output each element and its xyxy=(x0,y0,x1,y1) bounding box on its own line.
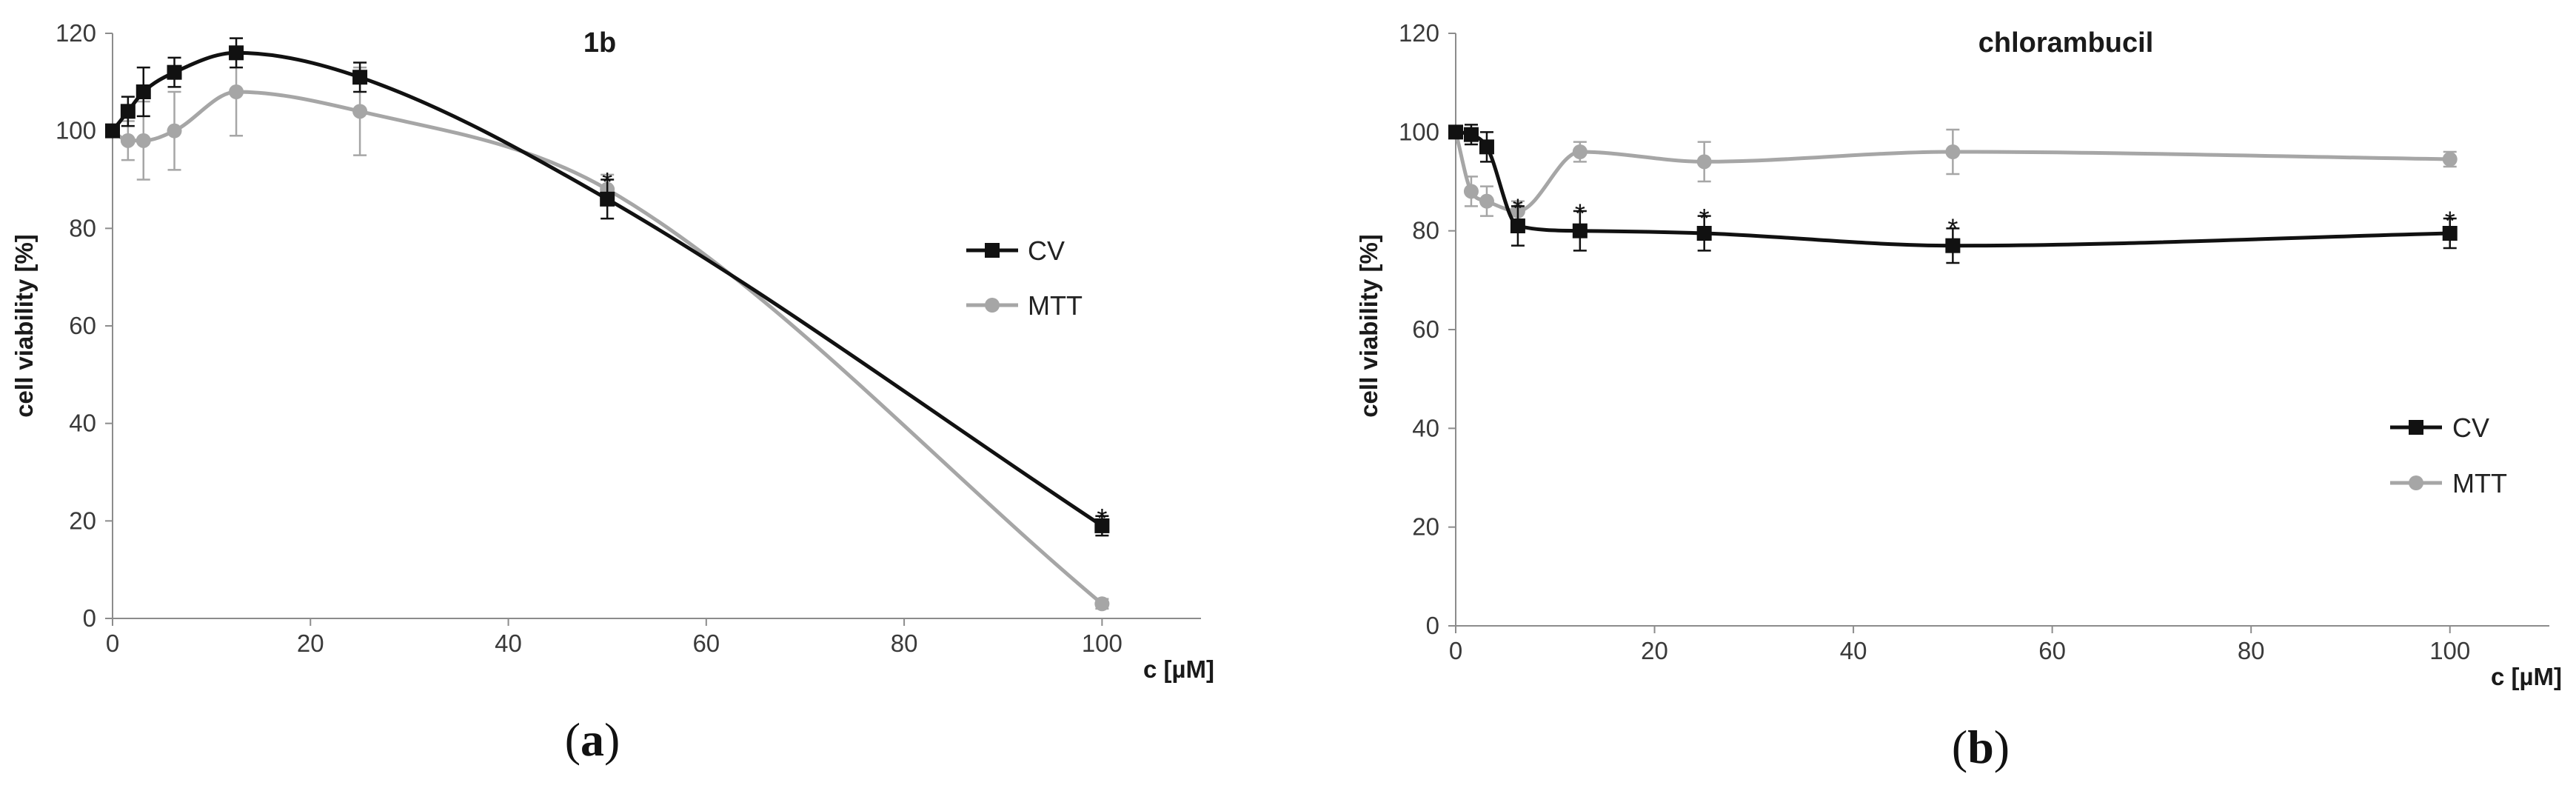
significance-marker: * xyxy=(1699,203,1710,233)
y-tick-label: 40 xyxy=(1412,414,1439,441)
x-tick-label: 40 xyxy=(495,630,522,657)
cv-point xyxy=(600,191,615,207)
x-tick-label: 0 xyxy=(106,630,119,657)
y-tick-label: 60 xyxy=(1412,316,1439,343)
cv-point xyxy=(136,84,151,99)
y-tick-label: 60 xyxy=(69,312,96,339)
chart-a-x-axis-title: c [µM] xyxy=(1143,655,1214,683)
chart-b-y-axis-title: cell viability [%] xyxy=(1355,234,1382,418)
panel-label-b-open: ( xyxy=(1952,721,1967,773)
chart-a-axes: 0 20 40 60 80 100 120 0 20 40 60 80 100 xyxy=(56,19,1201,657)
cv-point xyxy=(2442,226,2458,241)
mtt-point xyxy=(167,123,182,138)
x-tick-label: 80 xyxy=(891,630,918,657)
chart-b-x-axis-title: c [µM] xyxy=(2491,663,2562,690)
x-tick-label: 20 xyxy=(297,630,324,657)
chart-a-y-axis-title: cell viability [%] xyxy=(10,234,38,418)
panel-label-a-open: ( xyxy=(565,713,581,766)
panel-label-b: (b) xyxy=(1952,721,2010,773)
panel-label-a: (a) xyxy=(565,713,620,766)
panel-label-b-letter: b xyxy=(1967,721,1994,773)
cv-point xyxy=(120,104,136,119)
y-tick-label: 20 xyxy=(69,507,96,534)
chart-b-axes: 0 20 40 60 80 100 120 0 20 40 60 80 100 xyxy=(1399,19,2549,664)
panel-label-b-close: ) xyxy=(1994,721,2010,773)
legend-cv-marker xyxy=(2409,420,2423,435)
y-tick-label: 120 xyxy=(1399,19,1439,47)
mtt-point xyxy=(1696,154,1712,170)
x-tick-label: 80 xyxy=(2238,637,2265,664)
significance-marker: * xyxy=(1513,193,1523,224)
x-tick-label: 60 xyxy=(2038,637,2066,664)
mtt-point xyxy=(1094,596,1110,612)
x-tick-label: 100 xyxy=(1082,630,1123,657)
chart-b-title: chlorambucil xyxy=(1978,27,2154,59)
mtt-point xyxy=(2442,152,2458,167)
panel-label-a-letter: a xyxy=(581,713,604,766)
significance-marker: * xyxy=(1947,213,1958,243)
cv-point xyxy=(229,45,244,61)
chart-b-legend-mtt-label: MTT xyxy=(2452,468,2507,498)
cv-point xyxy=(1945,238,1961,253)
panel-label-a-close: ) xyxy=(604,713,620,766)
y-tick-label: 100 xyxy=(56,117,96,144)
mtt-point xyxy=(1572,144,1588,159)
chart-b-marks: * * * * * xyxy=(1448,124,2458,264)
y-tick-label: 40 xyxy=(69,410,96,437)
chart-a-legend-mtt-label: MTT xyxy=(1028,290,1083,321)
legend-mtt-marker xyxy=(985,298,1000,313)
significance-marker: * xyxy=(1575,198,1585,228)
legend-mtt-marker xyxy=(2409,475,2423,490)
cv-point xyxy=(1463,127,1479,142)
y-tick-label: 20 xyxy=(1412,513,1439,541)
mtt-point xyxy=(1463,184,1479,199)
legend-cv-marker xyxy=(985,243,1000,258)
y-tick-label: 80 xyxy=(1412,217,1439,244)
cv-series-line xyxy=(111,50,1103,527)
y-tick-label: 80 xyxy=(69,214,96,241)
x-tick-label: 40 xyxy=(1840,637,1867,664)
y-tick-label: 0 xyxy=(83,604,96,632)
significance-marker: * xyxy=(2445,205,2455,236)
mtt-point xyxy=(229,84,244,99)
chart-panel-a: 1b c [µM] cell viability [%] 0 20 40 60 80 10… xyxy=(10,19,1214,683)
x-tick-label: 100 xyxy=(2429,637,2470,664)
chart-a-legend: CV MTT xyxy=(966,236,1083,321)
chart-b-legend-cv-label: CV xyxy=(2452,413,2489,443)
cv-point xyxy=(1094,518,1110,533)
y-tick-label: 100 xyxy=(1399,118,1439,145)
cv-point xyxy=(167,64,182,80)
cv-point xyxy=(1572,223,1588,238)
mtt-point xyxy=(352,104,368,119)
x-tick-label: 20 xyxy=(1641,637,1668,664)
chart-a-title: 1b xyxy=(583,27,616,59)
significance-marker: * xyxy=(1097,503,1107,533)
mtt-point xyxy=(120,133,136,148)
mtt-point xyxy=(1479,193,1494,209)
chart-panel-b: chlorambucil c [µM] cell viability [%] 0… xyxy=(1355,19,2562,690)
cv-point xyxy=(1448,124,1463,140)
y-tick-label: 120 xyxy=(56,19,96,47)
cv-point xyxy=(105,123,120,138)
chart-a-marks: ** xyxy=(105,37,1110,612)
cv-point xyxy=(1479,139,1494,155)
significance-marker: * xyxy=(602,167,612,197)
cv-point xyxy=(352,70,368,85)
y-tick-label: 0 xyxy=(1426,612,1439,639)
chart-b-legend: CV MTT xyxy=(2390,413,2507,498)
x-tick-label: 60 xyxy=(692,630,720,657)
cv-point xyxy=(1696,226,1712,241)
x-tick-label: 0 xyxy=(1449,637,1462,664)
mtt-point xyxy=(1945,144,1961,159)
chart-a-legend-cv-label: CV xyxy=(1028,236,1065,266)
mtt-point xyxy=(136,133,151,148)
cv-point xyxy=(1510,218,1525,233)
